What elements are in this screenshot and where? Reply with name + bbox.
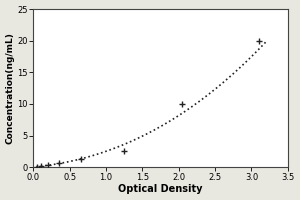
Y-axis label: Concentration(ng/mL): Concentration(ng/mL)	[6, 32, 15, 144]
X-axis label: Optical Density: Optical Density	[118, 184, 203, 194]
